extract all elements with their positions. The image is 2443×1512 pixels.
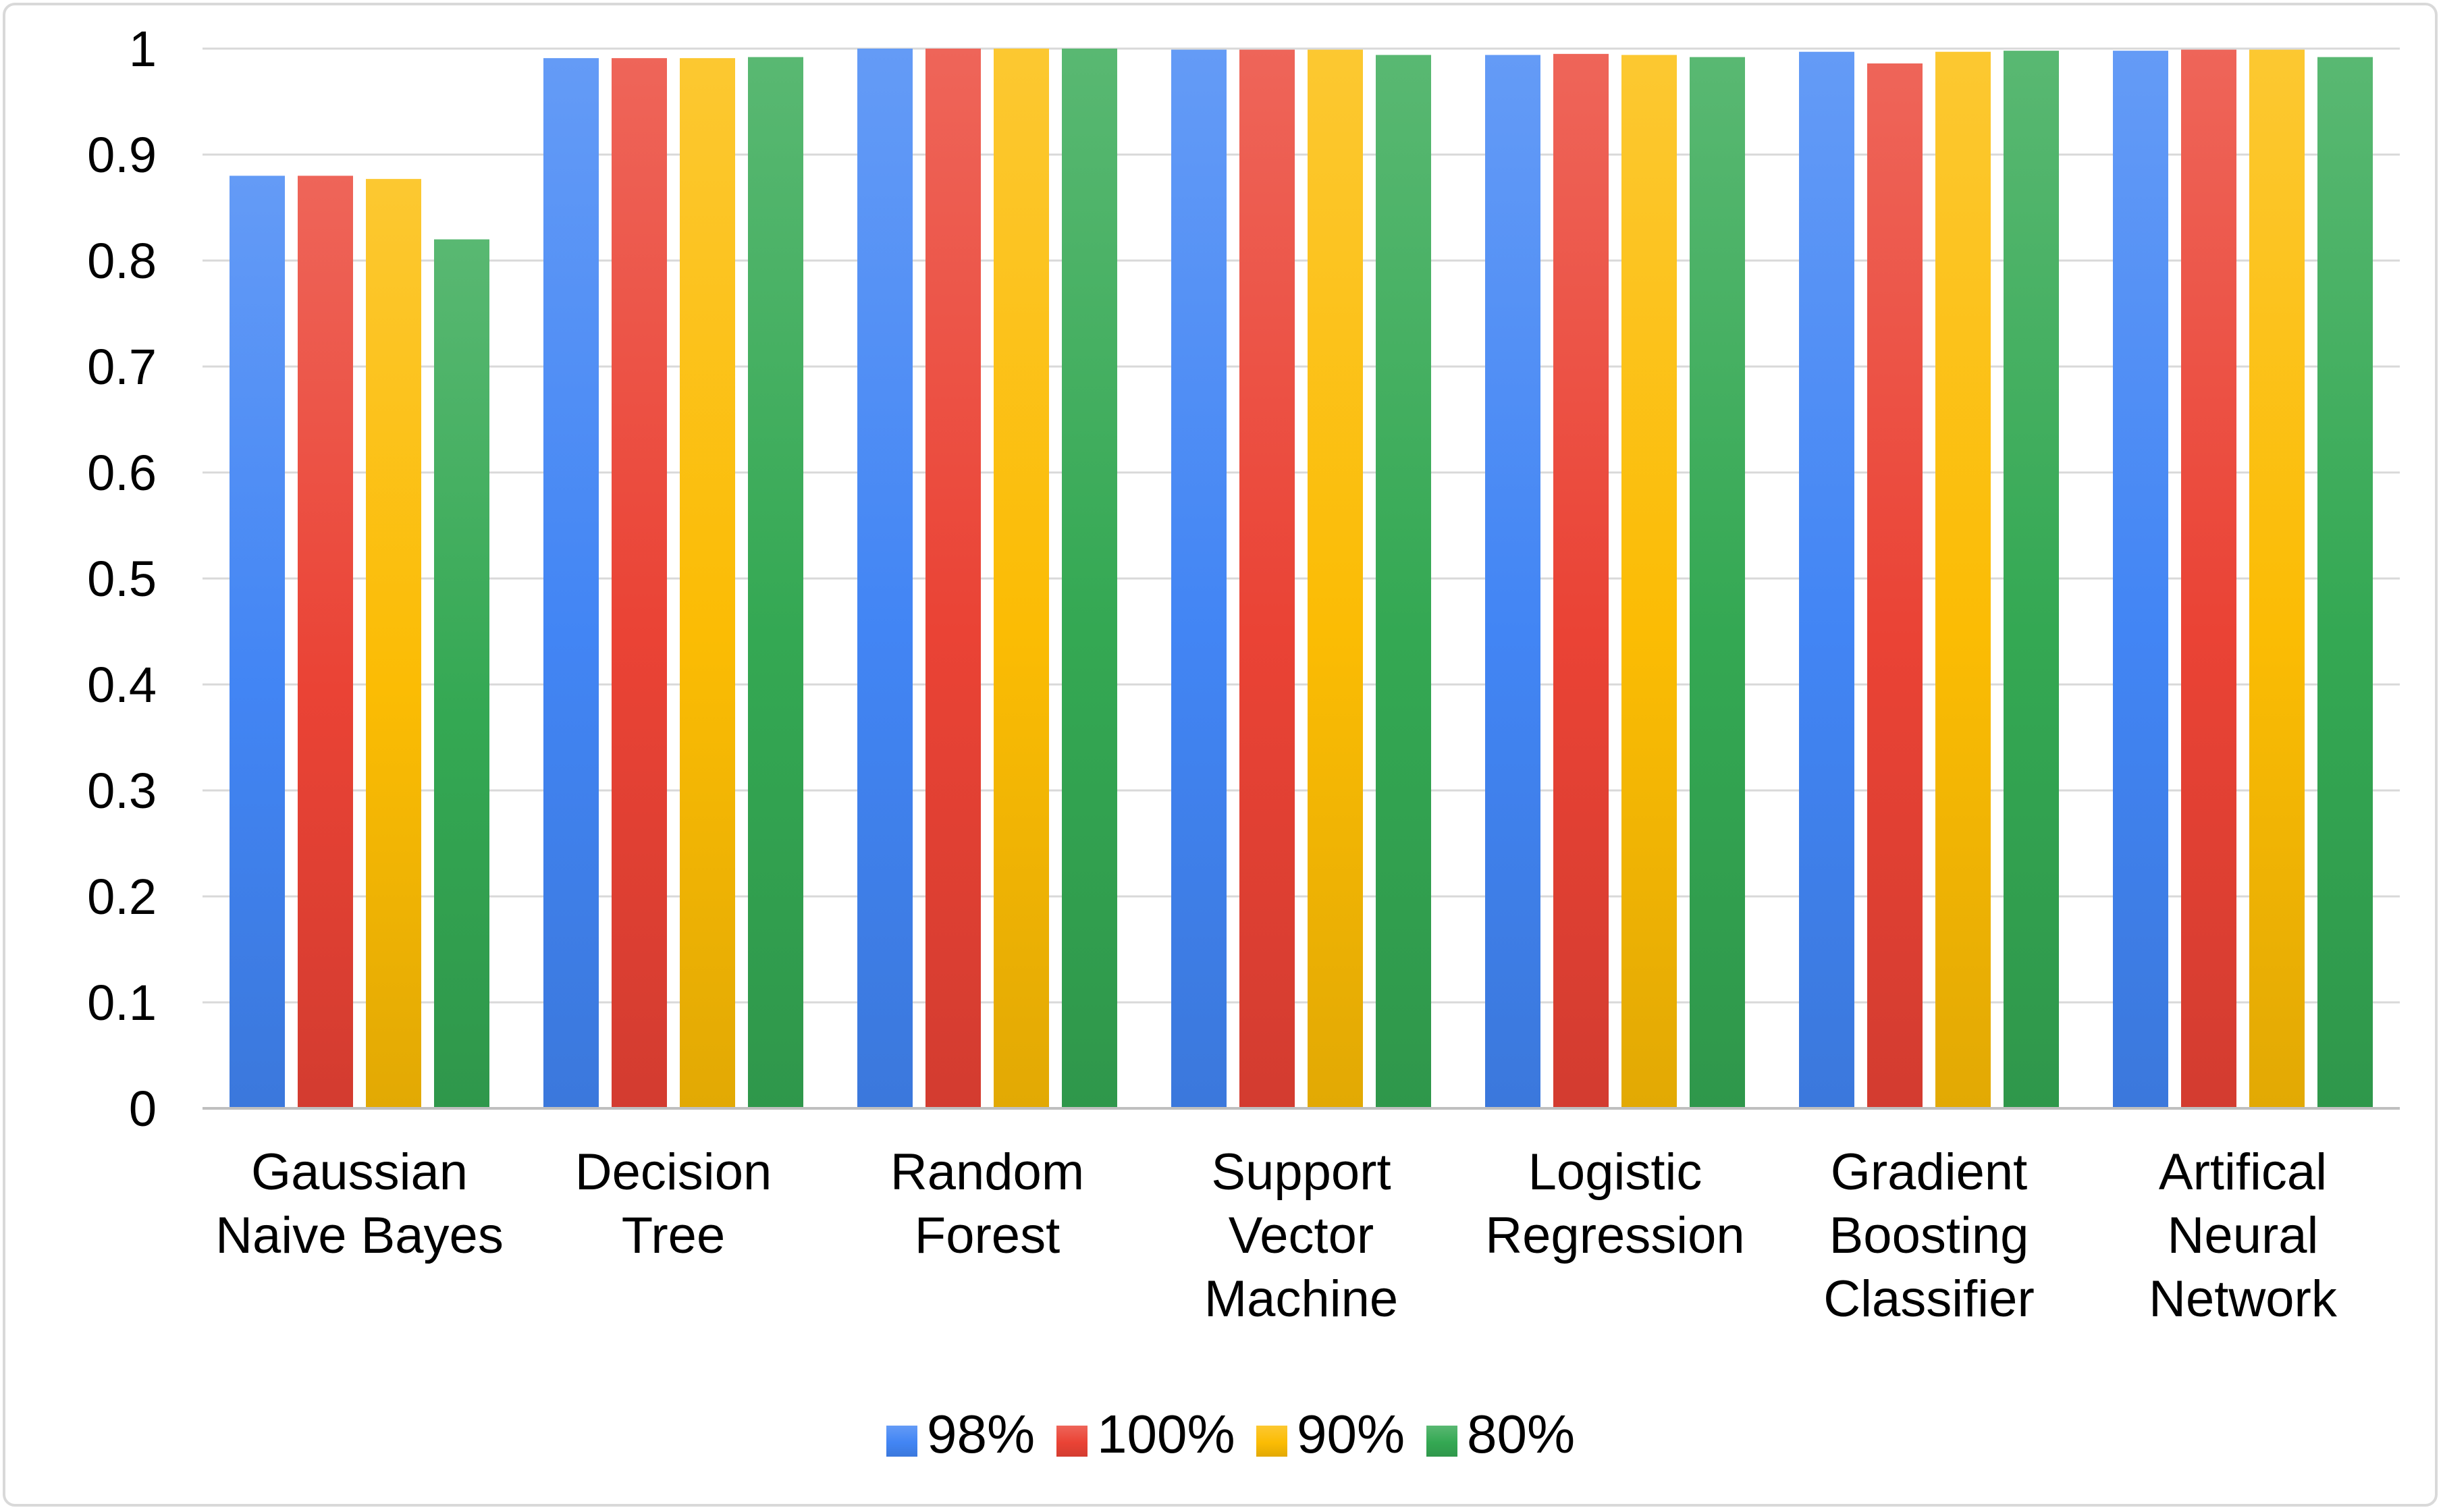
bar-logistic-regression-98: [1485, 55, 1540, 1108]
bar-gaussian-naive-bayes-80: [434, 239, 489, 1109]
bar-decision-tree-100: [612, 58, 667, 1108]
legend-label: 100%: [1097, 1404, 1235, 1464]
bar-random-forest-90: [994, 49, 1049, 1108]
bar-logistic-regression-100: [1553, 53, 1609, 1109]
legend-item-100: 100%: [1056, 1404, 1235, 1464]
legend-item-80: 80%: [1426, 1404, 1575, 1464]
y-tick-label: 0.7: [87, 339, 157, 395]
y-tick-label: 0: [129, 1081, 157, 1137]
bar-gaussian-naive-bayes-100: [298, 176, 353, 1108]
x-category-label: Artifical Neural Network: [2149, 1143, 2338, 1328]
bar-support-vector-machine-98: [1171, 49, 1227, 1109]
bar-gradient-boosting-classifier-98: [1799, 51, 1854, 1109]
legend-label: 80%: [1467, 1404, 1575, 1464]
gridlines: [203, 47, 2400, 1110]
bar-decision-tree-98: [543, 58, 599, 1108]
bar-support-vector-machine-90: [1308, 49, 1363, 1109]
legend-swatch: [1256, 1426, 1287, 1457]
bar-decision-tree-80: [748, 57, 803, 1108]
y-tick-label: 0.9: [87, 127, 157, 183]
y-tick-label: 0.2: [87, 869, 157, 925]
bar-artifical-neural-network-100: [2181, 49, 2236, 1109]
bar-gradient-boosting-classifier-80: [2004, 51, 2059, 1108]
bar-support-vector-machine-100: [1239, 49, 1295, 1109]
x-category-label: Decision Tree: [575, 1143, 772, 1264]
bar-gaussian-naive-bayes-98: [230, 176, 285, 1108]
x-category-label: Gradient Boosting Classifier: [1823, 1143, 2035, 1328]
y-tick-label: 1: [129, 21, 157, 77]
bar-random-forest-80: [1062, 49, 1117, 1108]
bar-random-forest-98: [857, 49, 913, 1108]
bar-random-forest-100: [925, 49, 981, 1108]
bar-gradient-boosting-classifier-90: [1935, 51, 1991, 1109]
legend-item-98: 98%: [886, 1404, 1035, 1464]
legend: 98% 100% 90% 80%: [886, 1404, 1575, 1464]
x-category-label: Logistic Regression: [1485, 1143, 1744, 1264]
legend-swatch: [886, 1426, 917, 1457]
bar-artifical-neural-network-90: [2249, 49, 2305, 1109]
y-tick-label: 0.3: [87, 763, 157, 819]
y-tick-label: 0.6: [87, 445, 157, 501]
bar-gradient-boosting-classifier-100: [1867, 63, 1923, 1109]
x-category-label: Support Vector Machine: [1204, 1143, 1398, 1328]
x-category-label: Random Forest: [890, 1143, 1084, 1264]
bar-support-vector-machine-80: [1376, 55, 1431, 1108]
bars: [230, 49, 2373, 1109]
bar-artifical-neural-network-80: [2317, 57, 2373, 1108]
legend-label: 90%: [1297, 1404, 1405, 1464]
legend-label: 98%: [927, 1404, 1035, 1464]
bar-decision-tree-90: [680, 58, 735, 1108]
legend-swatch: [1426, 1426, 1457, 1457]
y-tick-label: 0.4: [87, 657, 157, 713]
legend-item-90: 90%: [1256, 1404, 1405, 1464]
x-category-label: Gaussian Naive Bayes: [215, 1143, 504, 1264]
x-axis-categories: Gaussian Naive Bayes Decision Tree Random For…: [215, 1143, 2338, 1328]
y-axis-ticks: 0 0.1 0.2 0.3 0.4 0.5 0.6 0.7 0.8 0.9 1: [87, 21, 157, 1137]
bar-logistic-regression-80: [1690, 57, 1745, 1108]
y-tick-label: 0.8: [87, 233, 157, 289]
y-tick-label: 0.5: [87, 551, 157, 607]
bar-gaussian-naive-bayes-90: [366, 179, 421, 1108]
y-tick-label: 0.1: [87, 975, 157, 1031]
bar-artifical-neural-network-98: [2113, 51, 2168, 1108]
bar-logistic-regression-90: [1621, 55, 1677, 1108]
legend-swatch: [1056, 1426, 1088, 1457]
